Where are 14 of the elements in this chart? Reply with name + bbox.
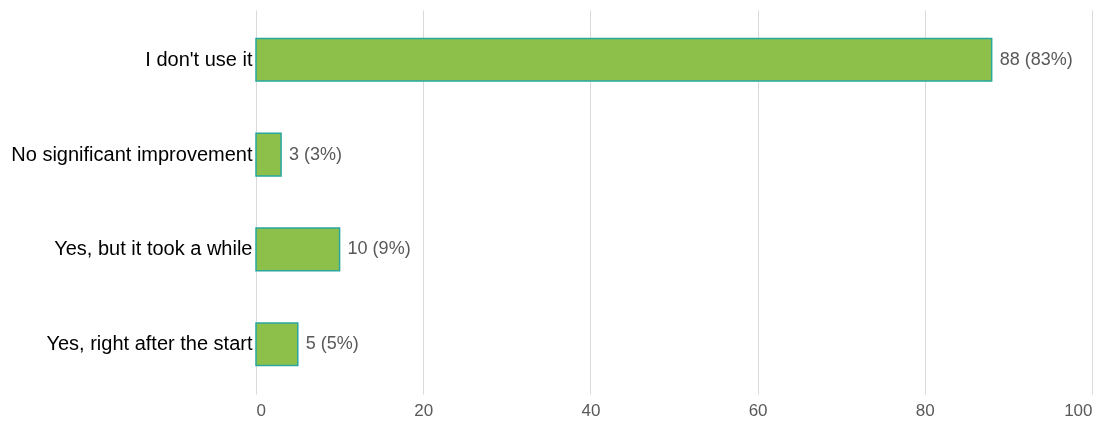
- y-tick-label: Yes, but it took a while: [54, 237, 253, 260]
- y-tick-label: No significant improvement: [11, 142, 253, 165]
- data-label: 3 (3%): [289, 143, 343, 164]
- x-tick-label: 0: [256, 400, 266, 420]
- data-label: 10 (9%): [347, 238, 411, 259]
- data-label: 88 (83%): [999, 48, 1073, 69]
- data-label: 5 (5%): [305, 333, 359, 354]
- y-tick-label: I don't use it: [145, 47, 253, 70]
- x-tick-label: 100: [1064, 400, 1093, 420]
- y-tick-label: Yes, right after the start: [46, 332, 253, 355]
- x-tick-label: 80: [915, 400, 935, 420]
- x-tick-label: 20: [414, 400, 434, 420]
- x-tick-label: 60: [748, 400, 768, 420]
- x-tick-label: 40: [581, 400, 601, 420]
